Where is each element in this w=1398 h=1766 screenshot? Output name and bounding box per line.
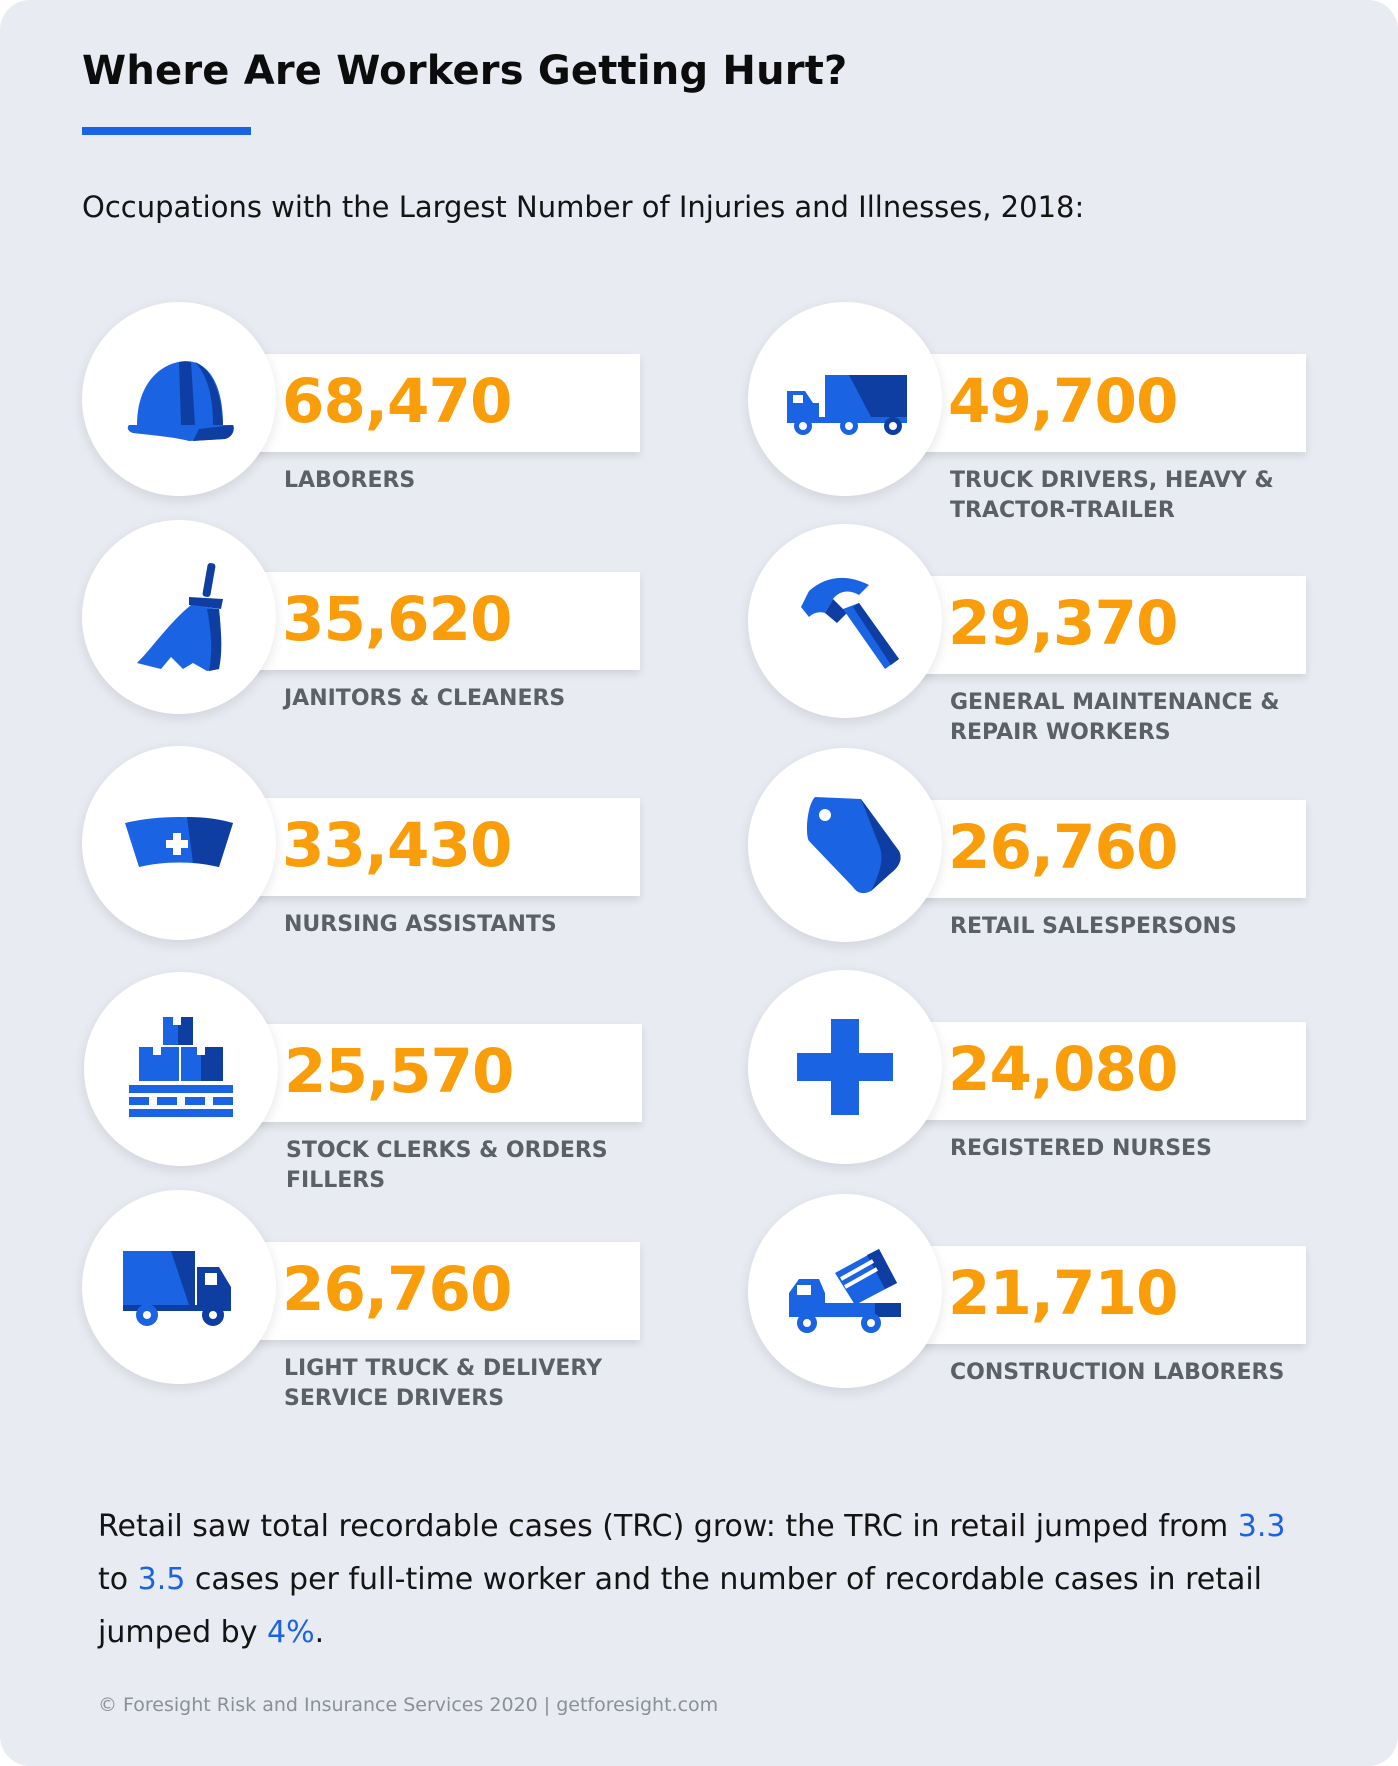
- occupation-label: REGISTERED NURSES: [950, 1136, 1212, 1161]
- occupation-card-retail-salespersons: 26,760 RETAIL SALESPERSONS: [748, 748, 1308, 978]
- occupation-label: CONSTRUCTION LABORERS: [950, 1360, 1285, 1385]
- icon-circle: [748, 1194, 942, 1388]
- note-text: .: [314, 1615, 325, 1650]
- retail-trc-note: Retail saw total recordable cases (TRC) …: [98, 1500, 1318, 1659]
- occupation-label: NURSING ASSISTANTS: [284, 912, 557, 937]
- delivery-truck-icon: [123, 1251, 231, 1326]
- occupation-card-truck-drivers: 49,700 TRUCK DRIVERS, HEAVY & TRACTOR-TR…: [748, 302, 1308, 532]
- occupation-label: LABORERS: [284, 468, 416, 493]
- occupation-card-registered-nurses: 24,080 REGISTERED NURSES: [748, 970, 1308, 1200]
- injury-count: 33,430: [282, 810, 512, 881]
- icon-circle: [82, 746, 276, 940]
- note-text: cases per full-time worker and the numbe…: [98, 1562, 1263, 1650]
- occupation-label: LIGHT TRUCK & DELIVERY SERVICE DRIVERS: [284, 1356, 603, 1411]
- icon-circle: [748, 748, 942, 942]
- injury-count: 24,080: [948, 1034, 1178, 1105]
- injury-count: 35,620: [282, 584, 512, 655]
- occupation-card-nursing-assistants: 33,430 NURSING ASSISTANTS: [82, 746, 642, 976]
- occupation-label: RETAIL SALESPERSONS: [950, 914, 1237, 939]
- icon-circle: [748, 970, 942, 1164]
- injury-count: 29,370: [948, 588, 1178, 659]
- nurse-cap-icon: [125, 817, 233, 867]
- subtitle: Occupations with the Largest Number of I…: [82, 190, 1085, 224]
- case-growth-value: 4%: [266, 1615, 315, 1650]
- hard-hat-icon: [127, 361, 234, 441]
- occupation-label: JANITORS & CLEANERS: [284, 686, 566, 711]
- page-title: Where Are Workers Getting Hurt?: [82, 48, 848, 94]
- icon-circle: [82, 520, 276, 714]
- occupation-label: GENERAL MAINTENANCE & REPAIR WORKERS: [950, 690, 1280, 745]
- occupation-card-construction-laborers: 21,710 CONSTRUCTION LABORERS: [748, 1194, 1308, 1424]
- hammer-icon: [801, 577, 899, 669]
- title-underline: [82, 127, 251, 135]
- cement-mixer-icon: [789, 1249, 901, 1333]
- note-text: Retail saw total recordable cases (TRC) …: [98, 1509, 1238, 1544]
- occupation-card-laborers: 68,470 LABORERS: [82, 302, 642, 532]
- price-tag-icon: [807, 797, 901, 894]
- occupation-card-janitors: 35,620 JANITORS & CLEANERS: [82, 520, 642, 750]
- injury-count: 26,760: [948, 812, 1178, 883]
- injury-count: 25,570: [284, 1036, 514, 1107]
- semi-truck-icon: [787, 375, 907, 435]
- icon-circle: [84, 972, 278, 1166]
- boxes-pallet-icon: [129, 1017, 233, 1117]
- occupation-label: STOCK CLERKS & ORDERS FILLERS: [286, 1138, 608, 1193]
- medical-cross-icon: [797, 1019, 893, 1115]
- copyright-footer: © Foresight Risk and Insurance Services …: [98, 1694, 719, 1716]
- occupation-card-maintenance: 29,370 GENERAL MAINTENANCE & REPAIR WORK…: [748, 524, 1308, 754]
- icon-circle: [748, 524, 942, 718]
- injury-count: 49,700: [948, 366, 1178, 437]
- icon-circle: [82, 1190, 276, 1384]
- injury-count: 26,760: [282, 1254, 512, 1325]
- occupation-card-light-truck-drivers: 26,760 LIGHT TRUCK & DELIVERY SERVICE DR…: [82, 1190, 642, 1420]
- trc-2017-value: 3.3: [1237, 1509, 1286, 1544]
- icon-circle: [82, 302, 276, 496]
- icon-circle: [748, 302, 942, 496]
- occupation-card-stock-clerks: 25,570 STOCK CLERKS & ORDERS FILLERS: [84, 972, 644, 1202]
- injury-count: 21,710: [948, 1258, 1178, 1329]
- injury-count: 68,470: [282, 366, 512, 437]
- broom-icon: [137, 563, 223, 671]
- trc-2018-value: 3.5: [137, 1562, 186, 1597]
- occupation-label: TRUCK DRIVERS, HEAVY & TRACTOR-TRAILER: [950, 468, 1274, 523]
- note-text: to: [98, 1562, 138, 1597]
